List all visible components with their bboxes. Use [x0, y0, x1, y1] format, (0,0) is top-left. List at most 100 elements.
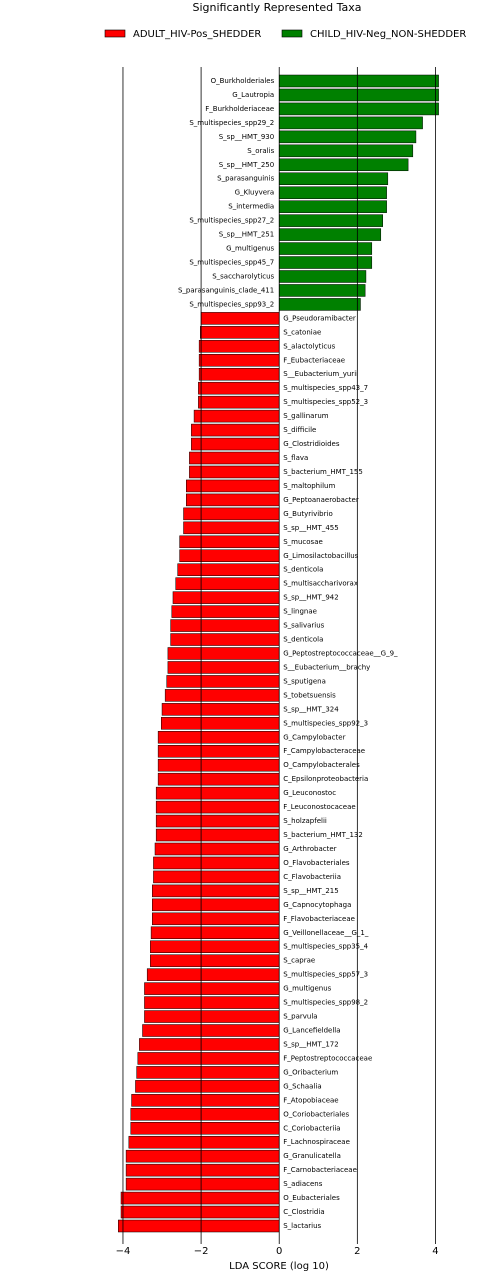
bar-label: S_mucosae	[283, 538, 323, 546]
bar	[130, 1122, 280, 1135]
bar	[157, 772, 280, 786]
bar	[198, 367, 280, 381]
bar-label: G_Butyrivibrio	[283, 510, 333, 518]
bar	[154, 842, 280, 856]
bar-label: S_catoniae	[283, 328, 321, 336]
bar	[198, 395, 280, 409]
bar-label: S_sputigena	[283, 677, 326, 685]
bar	[278, 130, 417, 144]
bar-label: F_Peptostreptococcaceae	[283, 1054, 372, 1062]
bar-label: S_maltophilum	[283, 482, 335, 490]
legend-label: ADULT_HIV-Pos_SHEDDER	[133, 29, 261, 40]
bar	[183, 507, 280, 521]
bar	[135, 1080, 280, 1093]
bar-label: G_Oribacterium	[283, 1068, 338, 1076]
bar-label: G_Arthrobacter	[283, 845, 336, 853]
bar-label: S_multispecies_spp27_2	[189, 217, 274, 225]
bar	[278, 158, 409, 172]
bar	[125, 1177, 280, 1191]
bar-label: F_Flavobacteriaceae	[283, 915, 355, 923]
x-tick-label: 4	[432, 1246, 438, 1257]
bar	[139, 1038, 280, 1051]
bar	[150, 954, 280, 967]
bar-label: G_Lancefieldella	[283, 1027, 340, 1035]
bar	[189, 465, 280, 479]
bar	[120, 1205, 280, 1219]
bar	[157, 731, 280, 744]
bar-label: F_Carnobacteriaceae	[283, 1166, 357, 1174]
bar-label: G_Limosilactobacillus	[283, 552, 358, 560]
bar	[153, 856, 280, 870]
bar	[278, 228, 382, 241]
bar	[144, 996, 280, 1009]
bar	[278, 116, 423, 130]
bar	[278, 284, 366, 297]
bar-label: G_Peptostreptococcaceae__G_9_	[283, 650, 398, 658]
bar	[120, 1191, 280, 1205]
bar	[118, 1219, 280, 1233]
bar	[171, 605, 280, 618]
bar	[150, 940, 280, 953]
bar-label: G_Schaalia	[283, 1082, 321, 1090]
legend-label: CHILD_HIV-Neg_NON-SHEDDER	[310, 29, 466, 40]
bar	[161, 703, 280, 716]
bar	[167, 661, 280, 674]
bar	[157, 758, 280, 772]
bar-label: S_adiacens	[283, 1180, 323, 1188]
bar-label: S_sp__HMT_455	[283, 524, 338, 532]
bar-label: S_lactarius	[283, 1222, 321, 1230]
bar-label: F_Campylobacteraceae	[283, 747, 365, 755]
bar	[144, 1010, 280, 1023]
bar	[177, 563, 280, 576]
bar	[146, 968, 280, 981]
bar	[278, 242, 373, 255]
bar-label: S_sp__HMT_172	[283, 1040, 338, 1048]
bar-label: S_sp__HMT_324	[283, 705, 339, 713]
bar	[278, 200, 387, 213]
bar	[150, 926, 280, 940]
bar	[155, 828, 280, 842]
bar-label: G_Granulicatella	[283, 1152, 341, 1160]
bar-label: S_holzapfelii	[283, 817, 327, 825]
bar	[172, 591, 280, 604]
x-tick-label: −4	[116, 1246, 131, 1257]
bar-label: F_Burkholderiaceae	[205, 105, 274, 113]
bar-label: G_Peptoanaerobacter	[283, 496, 359, 504]
bar	[278, 298, 361, 311]
bar-label: S_bacterium_HMT_132	[283, 831, 363, 839]
bar	[198, 354, 280, 367]
bar	[193, 409, 280, 423]
bar	[179, 549, 280, 563]
bar	[153, 870, 280, 884]
bar	[175, 577, 280, 590]
bar	[278, 270, 367, 283]
bar	[142, 1024, 280, 1037]
bar-label: S_oralis	[247, 147, 274, 155]
bar	[191, 423, 280, 437]
x-axis-label: LDA SCORE (log 10)	[229, 1261, 329, 1272]
bar-label: S_lingnae	[283, 608, 317, 616]
bar-label: S_multispecies_spp98_2	[283, 999, 368, 1007]
bar-label: G_multigenus	[226, 245, 274, 253]
bar-label: S_sp__HMT_215	[283, 887, 338, 895]
bar	[186, 493, 280, 507]
bar	[278, 144, 414, 158]
bar	[130, 1108, 280, 1121]
bar	[144, 982, 280, 995]
bar-label: S_gallinarum	[283, 412, 329, 420]
bar	[278, 88, 439, 102]
bar	[278, 172, 389, 185]
bar	[152, 884, 280, 898]
bar-label: S_multispecies_spp43_7	[283, 384, 368, 392]
bar-label: S_alactolyticus	[283, 342, 335, 350]
bar-label: S_bacterium_HMT_155	[283, 468, 363, 476]
bar-label: G_Lautropia	[232, 91, 274, 99]
bar-label: S_sp__HMT_251	[219, 231, 274, 239]
bar	[155, 814, 280, 828]
bar-label: G_Veillonellaceae__G_1_	[283, 929, 369, 937]
bar-label: S_denticola	[283, 566, 323, 574]
bar	[278, 186, 387, 199]
bar	[278, 256, 373, 269]
bar-label: O_Flavobacteriales	[283, 859, 350, 867]
bar	[200, 312, 280, 325]
